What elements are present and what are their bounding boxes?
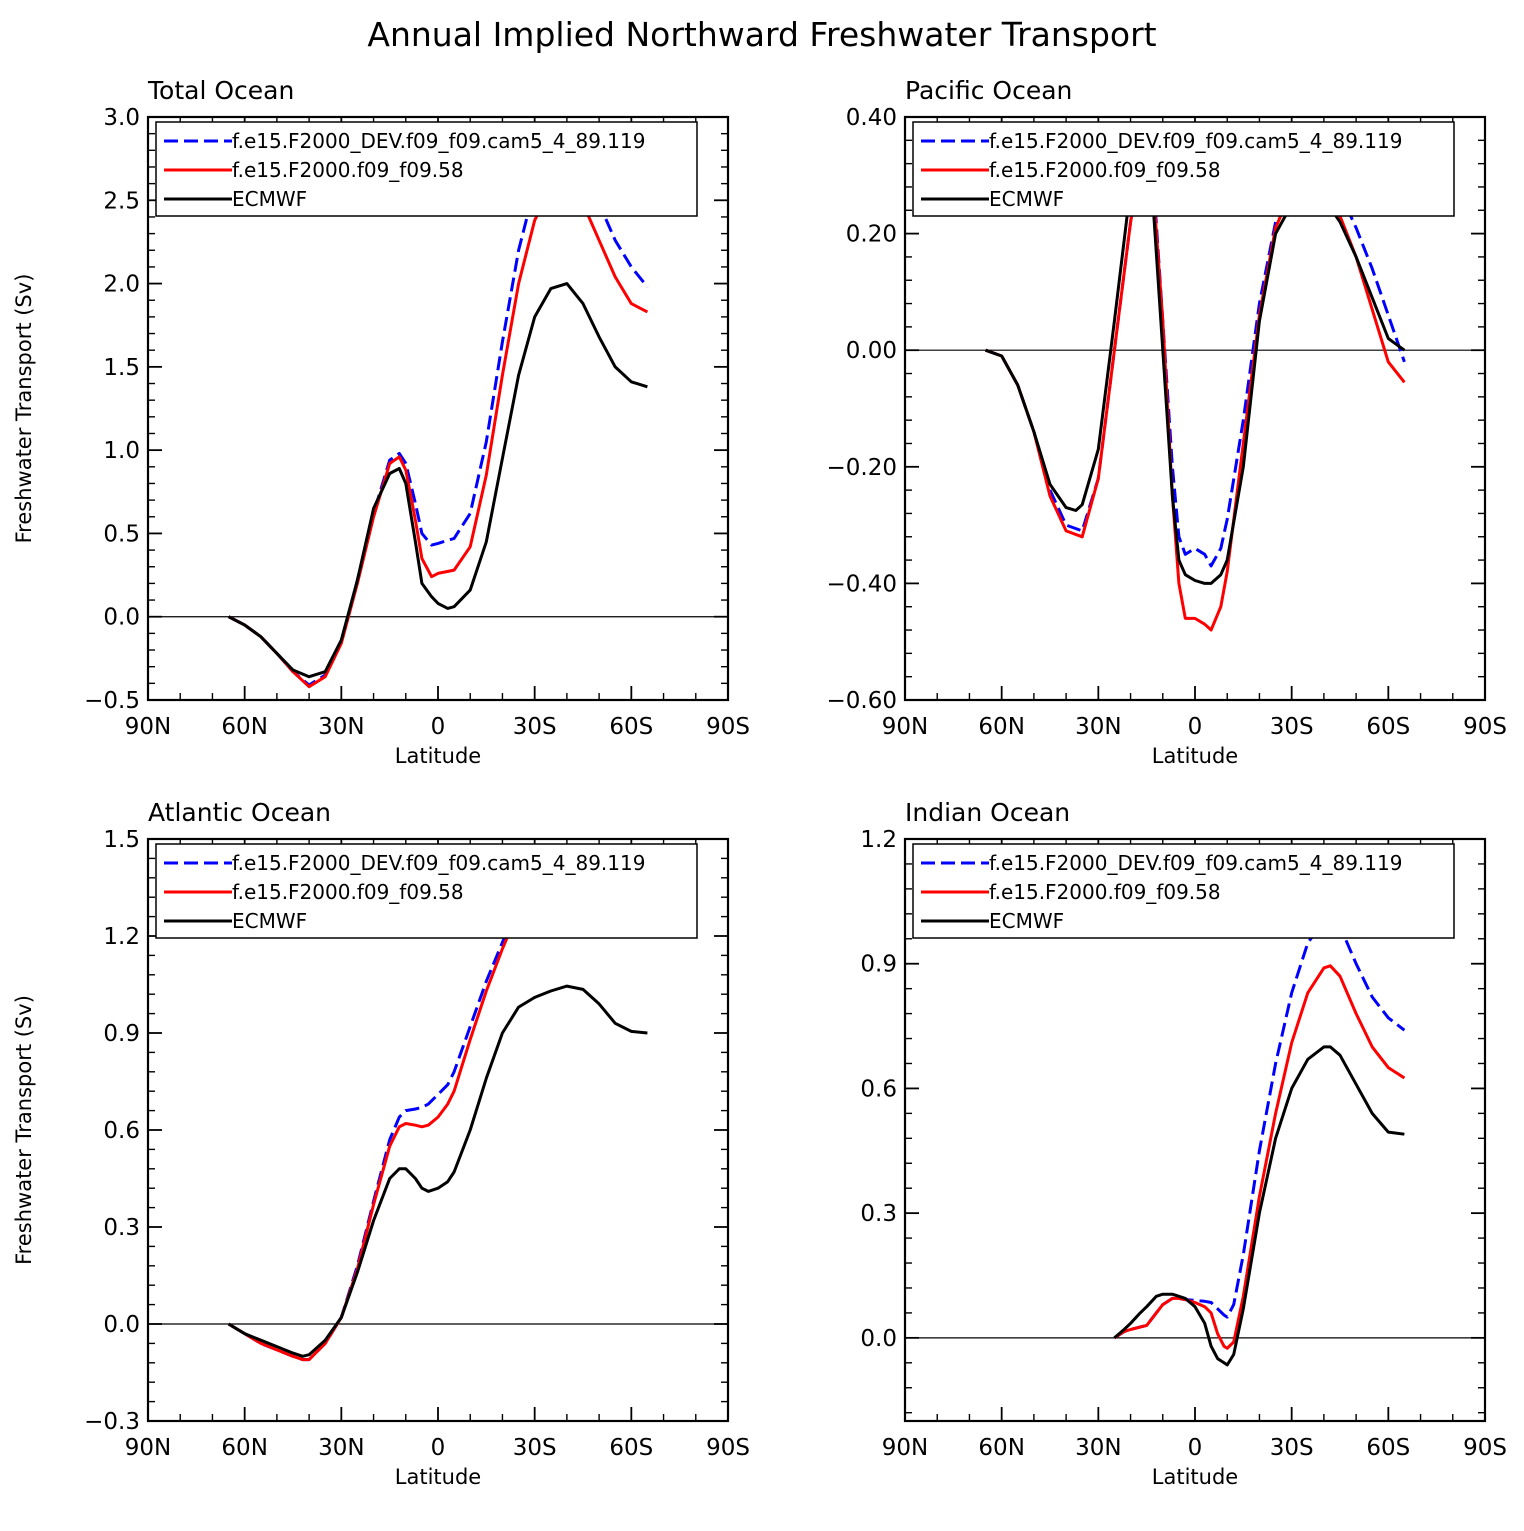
y-tick-label: 3.0 — [103, 105, 140, 131]
y-tick-label: 0.00 — [846, 338, 897, 364]
legend-label-1: f.e15.F2000_DEV.f09_f09.cam5_4_89.119 — [232, 851, 645, 875]
panel-2: Pacific Ocean 90N 60N 30N 0 30S 60S 90S −0.60 −0.… — [827, 76, 1507, 768]
series-line-2 — [1113, 964, 1406, 1350]
x-tick-label: 0 — [1188, 714, 1203, 740]
x-tick-label: 90S — [1463, 1435, 1507, 1461]
y-tick-label: 0.6 — [860, 1076, 897, 1102]
legend-box — [912, 843, 1455, 939]
y-tick-label: 1.5 — [103, 355, 140, 381]
x-tick-label: 90S — [706, 714, 750, 740]
x-tick-label: 60S — [609, 714, 653, 740]
y-tick-label: 0.20 — [846, 222, 897, 248]
series-line-3 — [227, 984, 648, 1358]
x-tick-label: 90S — [706, 1435, 750, 1461]
panel-title: Pacific Ocean — [905, 76, 1072, 105]
x-axis-label: Latitude — [395, 1465, 481, 1489]
legend-label-3: ECMWF — [989, 187, 1064, 211]
legend-label-3: ECMWF — [232, 909, 307, 933]
x-tick-label: 30N — [318, 714, 364, 740]
y-tick-label: −0.60 — [827, 688, 897, 714]
y-tick-label: −0.5 — [84, 688, 140, 714]
y-axis-label: Freshwater Transport (Sv) — [12, 274, 36, 544]
x-tick-label: 60S — [609, 1435, 653, 1461]
x-tick-label: 90N — [125, 1435, 171, 1461]
series-line-1 — [1113, 916, 1406, 1340]
y-tick-label: 2.5 — [103, 188, 140, 214]
legend-label-2: f.e15.F2000.f09_f09.58 — [232, 880, 464, 904]
y-tick-label: 0.0 — [103, 605, 140, 631]
x-tick-label: 90S — [1463, 714, 1507, 740]
y-tick-label: 0.5 — [103, 521, 140, 547]
legend-label-3: ECMWF — [989, 909, 1064, 933]
x-tick-label: 30N — [1075, 714, 1121, 740]
x-tick-label: 0 — [431, 714, 446, 740]
legend-label-1: f.e15.F2000_DEV.f09_f09.cam5_4_89.119 — [232, 129, 645, 153]
y-axis-label: Freshwater Transport (Sv) — [12, 995, 36, 1265]
x-tick-label: 30N — [1075, 1435, 1121, 1461]
y-tick-label: 1.5 — [103, 827, 140, 853]
legend-label-2: f.e15.F2000.f09_f09.58 — [989, 158, 1221, 182]
panel-3: Atlantic Ocean 90N 60N 30N 0 30S 60S 90S −0.3 0.0… — [12, 798, 750, 1489]
y-tick-label: 1.0 — [103, 438, 140, 464]
legend-label-2: f.e15.F2000.f09_f09.58 — [989, 880, 1221, 904]
panel-title: Atlantic Ocean — [148, 798, 331, 827]
x-tick-label: 90N — [882, 1435, 928, 1461]
x-axis-label: Latitude — [395, 744, 481, 768]
y-tick-label: 1.2 — [103, 924, 140, 950]
x-tick-label: 0 — [1188, 1435, 1203, 1461]
legend-label-1: f.e15.F2000_DEV.f09_f09.cam5_4_89.119 — [989, 851, 1402, 875]
figure-title: Annual Implied Northward Freshwater Tran… — [367, 15, 1156, 54]
panel-1: Total Ocean 90N 60N 30N 0 30S 60S 90S −0.5 0.0 0.5… — [12, 76, 750, 768]
legend-box — [155, 843, 698, 939]
x-tick-label: 30S — [513, 1435, 557, 1461]
panel-4: Indian Ocean 90N 60N 30N 0 30S 60S 90S 0.0 0.3 0.6… — [860, 798, 1507, 1489]
y-tick-label: 2.0 — [103, 272, 140, 298]
x-tick-label: 90N — [125, 714, 171, 740]
x-axis-label: Latitude — [1152, 1465, 1238, 1489]
x-tick-label: 90N — [882, 714, 928, 740]
y-tick-label: 0.0 — [103, 1312, 140, 1338]
panel-title: Indian Ocean — [905, 798, 1070, 827]
x-tick-label: 60S — [1366, 1435, 1410, 1461]
legend-box — [155, 121, 698, 217]
x-tick-label: 30S — [513, 714, 557, 740]
y-tick-label: 1.2 — [860, 827, 897, 853]
y-tick-label: 0.9 — [103, 1021, 140, 1047]
legend-label-1: f.e15.F2000_DEV.f09_f09.cam5_4_89.119 — [989, 129, 1402, 153]
series-line-3 — [227, 282, 648, 679]
y-tick-label: 0.3 — [103, 1215, 140, 1241]
y-tick-label: 0.3 — [860, 1201, 897, 1227]
x-tick-label: 30S — [1270, 714, 1314, 740]
x-tick-label: 60N — [978, 714, 1024, 740]
y-tick-label: −0.3 — [84, 1409, 140, 1435]
y-tick-label: 0.40 — [846, 105, 897, 131]
x-tick-label: 0 — [431, 1435, 446, 1461]
legend-box — [912, 121, 1455, 217]
y-tick-label: 0.9 — [860, 952, 897, 978]
y-tick-label: −0.20 — [827, 455, 897, 481]
x-tick-label: 30S — [1270, 1435, 1314, 1461]
y-tick-label: −0.40 — [827, 571, 897, 597]
x-tick-label: 30N — [318, 1435, 364, 1461]
legend-label-2: f.e15.F2000.f09_f09.58 — [232, 158, 464, 182]
x-tick-label: 60N — [221, 714, 267, 740]
x-tick-label: 60S — [1366, 714, 1410, 740]
legend-label-3: ECMWF — [232, 187, 307, 211]
x-tick-label: 60N — [978, 1435, 1024, 1461]
y-tick-label: 0.6 — [103, 1118, 140, 1144]
y-tick-label: 0.0 — [860, 1326, 897, 1352]
series-line-3 — [1113, 1045, 1405, 1367]
series-line-2 — [227, 177, 649, 689]
x-tick-label: 60N — [221, 1435, 267, 1461]
x-axis-label: Latitude — [1152, 744, 1238, 768]
panel-title: Total Ocean — [147, 76, 294, 105]
